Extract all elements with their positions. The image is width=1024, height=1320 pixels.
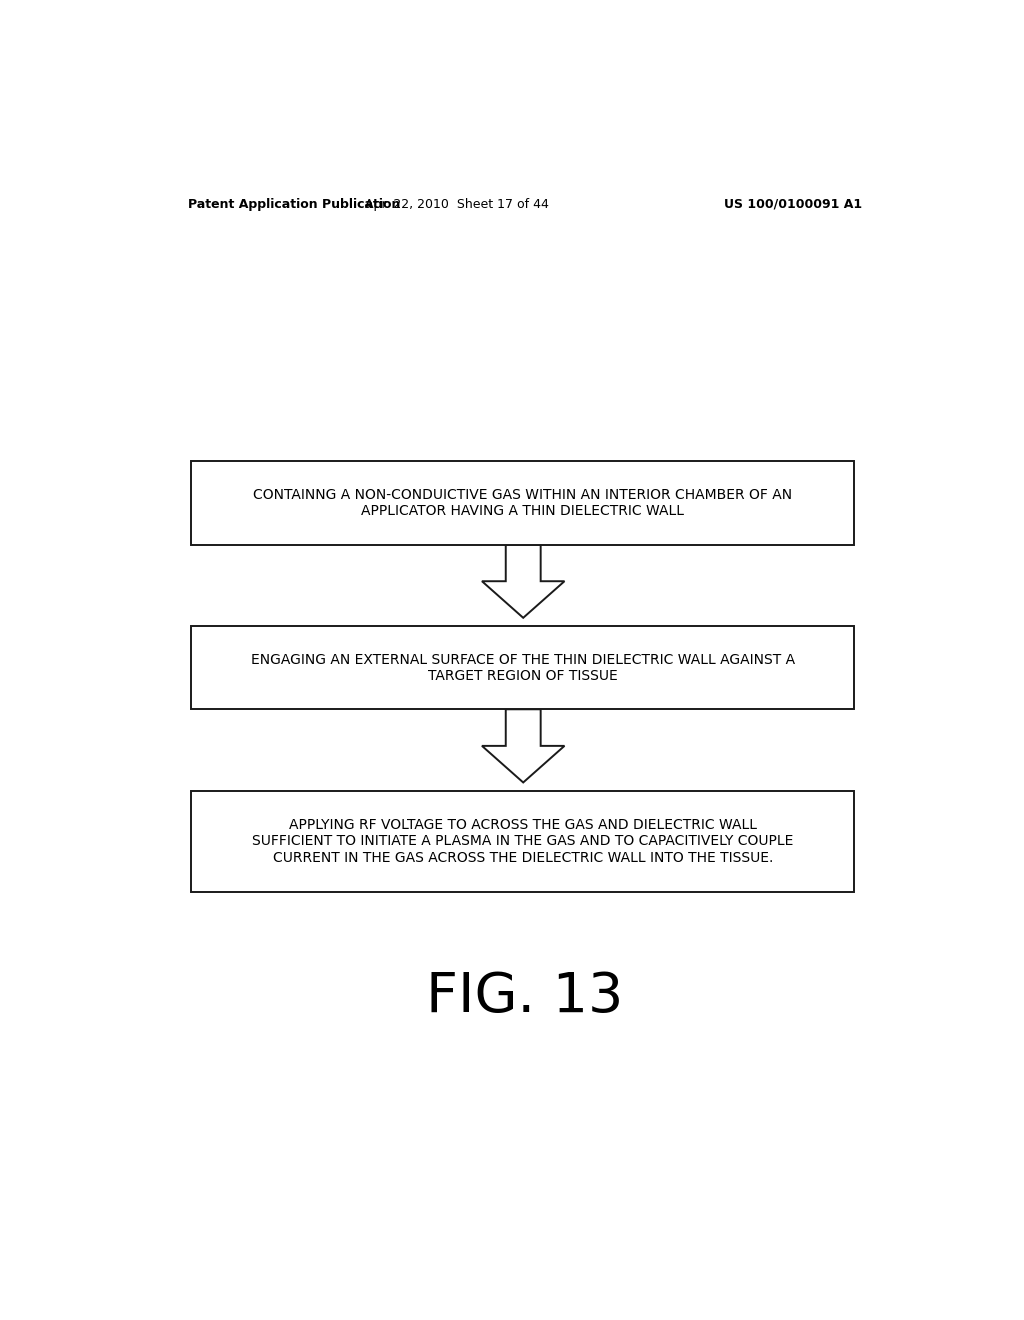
Text: CONTAINNG A NON-CONDUICTIVE GAS WITHIN AN INTERIOR CHAMBER OF AN
APPLICATOR HAVI: CONTAINNG A NON-CONDUICTIVE GAS WITHIN A… [253,488,793,517]
Bar [191,461,854,545]
Text: Patent Application Publication: Patent Application Publication [187,198,400,211]
Text: FIG. 13: FIG. 13 [426,970,624,1024]
Text: Apr. 22, 2010  Sheet 17 of 44: Apr. 22, 2010 Sheet 17 of 44 [366,198,549,211]
Text: ENGAGING AN EXTERNAL SURFACE OF THE THIN DIELECTRIC WALL AGAINST A
TARGET REGION: ENGAGING AN EXTERNAL SURFACE OF THE THIN… [251,652,795,682]
Text: APPLYING RF VOLTAGE TO ACROSS THE GAS AND DIELECTRIC WALL
SUFFICIENT TO INITIATE: APPLYING RF VOLTAGE TO ACROSS THE GAS AN… [252,818,794,865]
Polygon shape [482,545,564,618]
Polygon shape [482,709,564,783]
Bar [191,791,854,892]
Bar [191,626,854,709]
Text: US 100/0100091 A1: US 100/0100091 A1 [724,198,862,211]
